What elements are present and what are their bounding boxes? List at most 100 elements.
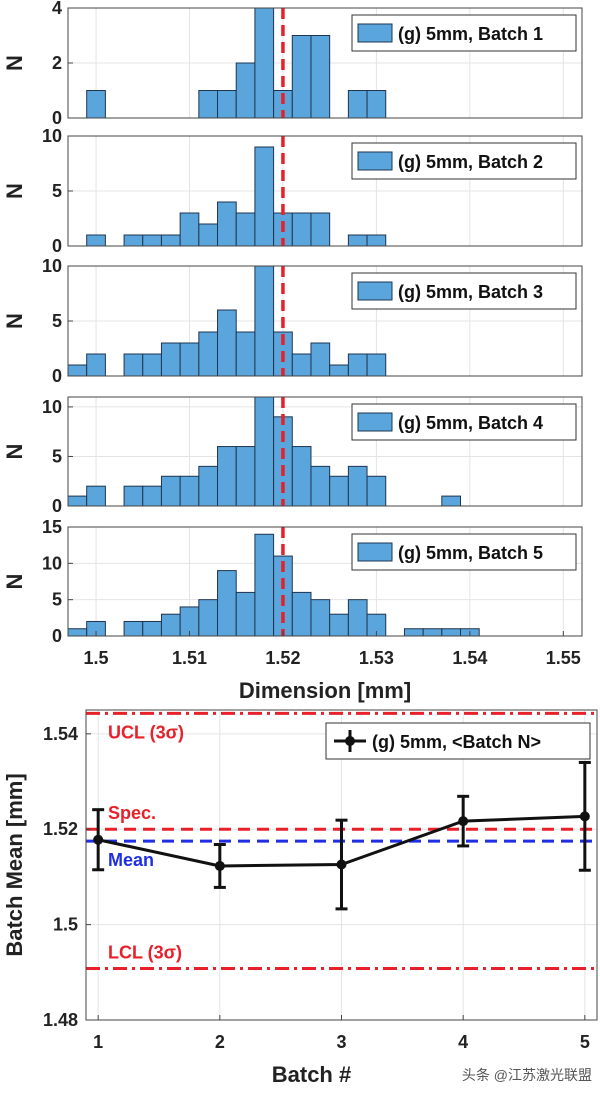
histogram-bar	[310, 212, 331, 247]
reference-line-label: Mean	[108, 850, 154, 870]
histogram-bar	[198, 599, 219, 637]
y-tick-label: 1.5	[53, 915, 78, 935]
histogram-bar	[86, 90, 106, 119]
histogram-bar	[310, 599, 331, 637]
legend-label: (g) 5mm, <Batch N>	[372, 732, 541, 752]
histogram-bar	[198, 331, 219, 377]
histogram-bar	[142, 353, 162, 377]
histogram-bar	[217, 201, 237, 247]
histogram-bar	[441, 495, 462, 507]
histogram-bar	[329, 364, 349, 377]
legend-label: (g) 5mm, Batch 1	[398, 24, 543, 44]
histogram-bar	[142, 620, 162, 637]
histogram-bar	[198, 90, 219, 119]
x-axis-label: Batch #	[272, 1062, 351, 1087]
x-tick-label: 1.53	[359, 648, 394, 668]
histogram-bar	[254, 146, 275, 247]
y-tick-label: 0	[52, 496, 62, 516]
histogram-bar	[123, 485, 144, 507]
histogram-bar	[366, 90, 387, 119]
reference-line-label: Spec.	[108, 803, 156, 823]
batch-mean-chart: UCL (3σ) Spec. Mean LCL (3σ) 1.48 1.5 1.52 1.54…	[2, 709, 598, 1087]
x-axis-label: Dimension [mm]	[239, 678, 411, 703]
histogram-bar	[254, 7, 275, 119]
histogram-bar	[235, 62, 256, 119]
y-tick-label: 0	[52, 108, 62, 128]
y-tick-label: 0	[52, 236, 62, 256]
plot-frame	[67, 526, 583, 637]
histogram-bar	[86, 485, 106, 507]
x-tick-label: 1.51	[172, 648, 207, 668]
histogram-bar	[347, 465, 368, 507]
y-tick-label: 15	[42, 517, 62, 537]
y-tick-label: 5	[52, 181, 62, 201]
x-tick-label: 3	[336, 1032, 346, 1052]
y-tick-label: 5	[52, 311, 62, 331]
histogram-bar	[329, 613, 349, 637]
reference-line-label: UCL (3σ)	[108, 722, 184, 742]
histogram-bar	[160, 613, 181, 637]
histogram-bar	[347, 599, 368, 637]
histogram-bar	[198, 465, 219, 507]
histogram-bar	[142, 485, 162, 507]
histogram-bar	[291, 212, 312, 247]
data-point	[93, 834, 104, 845]
histogram-bar	[217, 446, 237, 507]
y-axis-label: N	[2, 55, 27, 71]
y-tick-label: 1.48	[43, 1010, 78, 1030]
x-tick-label: 2	[215, 1032, 225, 1052]
y-tick-label: 10	[42, 397, 62, 417]
plot-frame	[67, 396, 583, 507]
legend-swatch	[357, 412, 393, 432]
histogram-bar	[366, 353, 387, 377]
histogram-bar	[310, 35, 331, 119]
x-tick-label: 1.54	[452, 648, 487, 668]
legend-label: (g) 5mm, Batch 5	[398, 543, 543, 563]
y-axis-label: N	[2, 313, 27, 329]
y-tick-label: 10	[42, 256, 62, 276]
x-tick-label: 1.5	[84, 648, 109, 668]
data-point	[214, 860, 225, 871]
histogram-bar	[160, 234, 181, 247]
y-axis-label: Batch Mean [mm]	[2, 773, 27, 956]
legend-box	[325, 722, 591, 760]
histogram-bar	[422, 628, 443, 637]
y-axis-label: N	[2, 574, 27, 590]
legend-label: (g) 5mm, Batch 4	[398, 413, 543, 433]
data-point	[579, 811, 590, 822]
histogram-bar	[179, 342, 200, 377]
histogram-bar	[310, 465, 331, 507]
legend-marker	[345, 736, 355, 746]
reference-line-label: LCL (3σ)	[108, 942, 182, 962]
histogram-bar	[347, 353, 368, 377]
y-axis-label: N	[2, 444, 27, 460]
histogram-bar	[403, 628, 424, 637]
x-tick-label: 1.55	[546, 648, 581, 668]
watermark-text: 头条 @江苏激光联盟	[462, 1067, 592, 1083]
histogram-bar	[86, 353, 106, 377]
histogram-panels: 0 2 4 N (g) 5mm, Batch 1 0 5 10 N (g) 5mm, Batch …	[2, 0, 583, 703]
histogram-bar	[160, 475, 181, 507]
histogram-bar	[347, 90, 368, 119]
histogram-bar	[160, 342, 181, 377]
histogram-bar	[310, 342, 331, 377]
histogram-bar	[217, 570, 237, 637]
y-tick-label: 0	[52, 626, 62, 646]
data-point	[458, 816, 469, 827]
histogram-panel-3: 0 5 10 N (g) 5mm, Batch 3	[2, 256, 583, 386]
histogram-panel-4: 0 5 10 N (g) 5mm, Batch 4	[2, 396, 583, 516]
histogram-bar	[217, 90, 237, 119]
histogram-bar	[291, 353, 312, 377]
y-tick-label: 10	[42, 126, 62, 146]
histogram-bar	[366, 234, 387, 247]
histogram-bar	[366, 475, 387, 507]
legend-label: (g) 5mm, Batch 3	[398, 282, 543, 302]
y-tick-label: 1.54	[43, 724, 78, 744]
histogram-panel-2: 0 5 10 N (g) 5mm, Batch 2	[2, 126, 583, 256]
legend-swatch	[357, 542, 393, 562]
histogram-bar	[347, 234, 368, 247]
y-tick-label: 1.52	[43, 819, 78, 839]
legend-swatch	[357, 23, 393, 43]
